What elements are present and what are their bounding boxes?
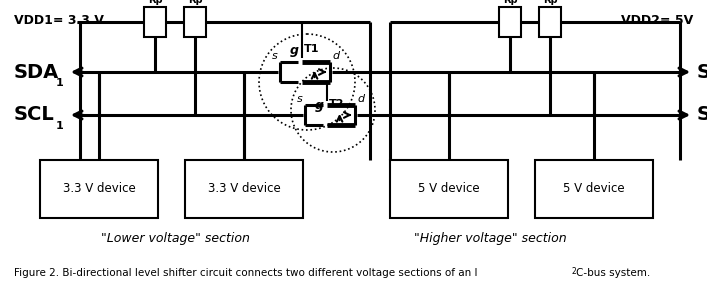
Bar <box>144 7 166 37</box>
Bar <box>40 160 158 218</box>
Text: Rp: Rp <box>148 0 163 5</box>
Text: VDD2= 5V: VDD2= 5V <box>621 14 693 27</box>
Text: T2: T2 <box>329 99 344 109</box>
Text: T1: T1 <box>304 44 320 54</box>
Text: SCL: SCL <box>697 106 707 124</box>
Text: Figure 2. Bi-directional level shifter circuit connects two different voltage se: Figure 2. Bi-directional level shifter c… <box>14 268 477 278</box>
Text: Rp: Rp <box>543 0 557 5</box>
Bar <box>185 160 303 218</box>
Text: "Lower voltage" section: "Lower voltage" section <box>100 232 250 245</box>
Bar <box>184 7 206 37</box>
Text: SDA: SDA <box>697 63 707 81</box>
Text: d: d <box>332 51 339 61</box>
Text: d: d <box>357 94 364 104</box>
Bar <box>390 160 508 218</box>
Text: Rp: Rp <box>187 0 202 5</box>
Bar <box>499 7 521 37</box>
Text: 1: 1 <box>56 121 64 131</box>
Text: "Higher voltage" section: "Higher voltage" section <box>414 232 566 245</box>
Text: s: s <box>297 94 303 104</box>
Text: s: s <box>272 51 278 61</box>
Text: SDA: SDA <box>14 63 59 81</box>
Text: 5 V device: 5 V device <box>418 183 480 196</box>
Text: g: g <box>315 99 324 112</box>
Text: 2: 2 <box>571 267 575 276</box>
Text: 3.3 V device: 3.3 V device <box>63 183 135 196</box>
Text: SCL: SCL <box>14 106 54 124</box>
Text: 5 V device: 5 V device <box>563 183 625 196</box>
Text: 3.3 V device: 3.3 V device <box>208 183 281 196</box>
Text: Rp: Rp <box>503 0 518 5</box>
Text: g: g <box>290 44 299 57</box>
Bar <box>539 7 561 37</box>
Text: 1: 1 <box>56 78 64 88</box>
Bar <box>535 160 653 218</box>
Text: C-bus system.: C-bus system. <box>576 268 650 278</box>
Text: VDD1= 3.3 V: VDD1= 3.3 V <box>14 14 104 27</box>
